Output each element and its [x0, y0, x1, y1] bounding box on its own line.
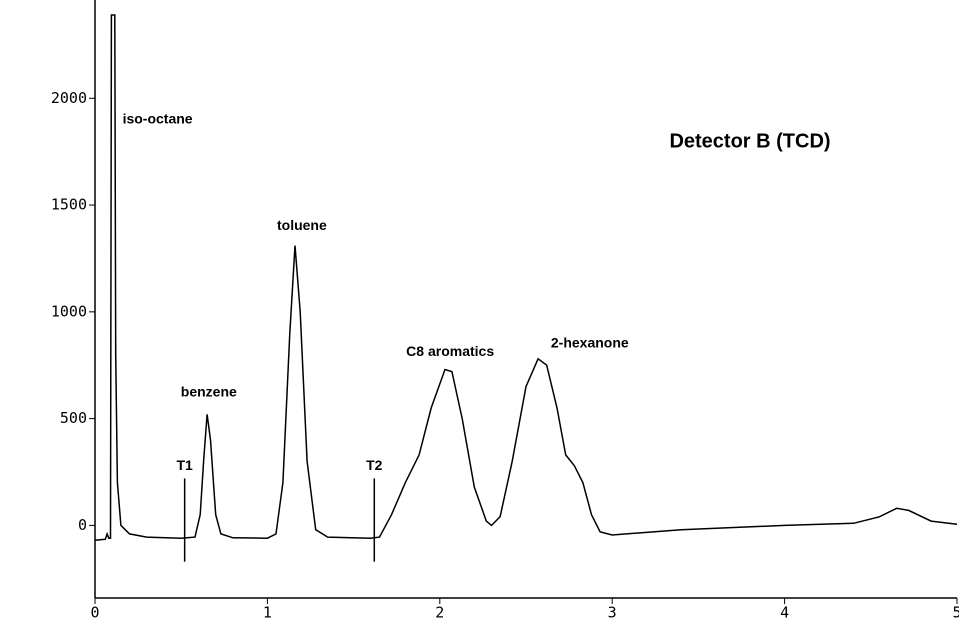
x-tick-label: 1 [263, 604, 272, 620]
y-tick-label: 0 [78, 516, 87, 534]
time-marker-label: T1 [176, 457, 193, 473]
peak-label: 2-hexanone [551, 335, 629, 351]
y-tick-label: 1500 [51, 196, 87, 214]
peak-label: iso-octane [123, 110, 193, 126]
peak-label: toluene [277, 217, 327, 233]
x-tick-label: 3 [608, 604, 617, 620]
y-tick-label: 1000 [51, 302, 87, 320]
peak-label: C8 aromatics [406, 343, 494, 359]
signal-line [94, 14, 958, 542]
x-tick-label: 2 [435, 604, 444, 620]
x-tick-label: 5 [952, 604, 959, 620]
x-tick-label: 0 [90, 604, 99, 620]
y-tick-label: 500 [60, 409, 87, 427]
y-tick-label: 2000 [51, 89, 87, 107]
time-marker-label: T2 [366, 457, 383, 473]
x-tick-label: 4 [780, 604, 789, 620]
chart-title: Detector B (TCD) [669, 130, 830, 152]
peak-label: benzene [181, 384, 237, 400]
